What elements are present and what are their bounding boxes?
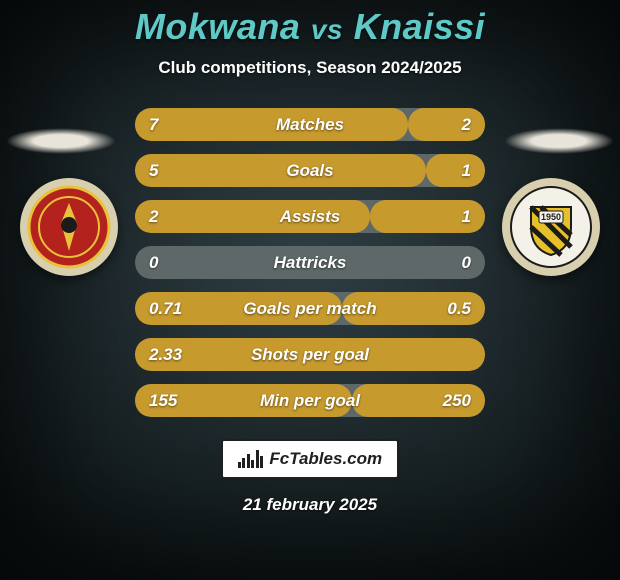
title-player-left: Mokwana [135, 6, 301, 47]
stat-label: Goals per match [135, 292, 485, 325]
content-column: Mokwana vs Knaissi Club competitions, Se… [0, 0, 620, 580]
footer-bars-icon [238, 450, 264, 468]
stat-row: 2.33Shots per goal [135, 338, 485, 371]
stat-row: 72Matches [135, 108, 485, 141]
stat-label: Matches [135, 108, 485, 141]
stat-row: 155250Min per goal [135, 384, 485, 417]
stat-label: Min per goal [135, 384, 485, 417]
title-player-right: Knaissi [354, 6, 486, 47]
stat-row: 21Assists [135, 200, 485, 233]
footer-brand: FcTables.com [221, 439, 399, 479]
stat-label: Assists [135, 200, 485, 233]
footer-brand-text: FcTables.com [269, 449, 382, 469]
page-title: Mokwana vs Knaissi [135, 6, 485, 48]
stat-label: Hattricks [135, 246, 485, 279]
stat-row: 00Hattricks [135, 246, 485, 279]
title-vs: vs [311, 14, 343, 45]
stat-row: 51Goals [135, 154, 485, 187]
stat-row: 0.710.5Goals per match [135, 292, 485, 325]
subtitle: Club competitions, Season 2024/2025 [158, 58, 461, 78]
stat-label: Shots per goal [135, 338, 485, 371]
date-text: 21 february 2025 [243, 495, 377, 515]
stats-container: 72Matches 51Goals 21Assists 00Hattricks 0.71… [135, 108, 485, 417]
stat-label: Goals [135, 154, 485, 187]
